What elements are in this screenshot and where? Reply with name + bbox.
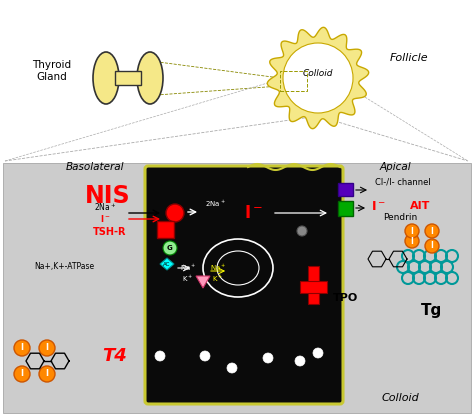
Text: I: I — [410, 237, 413, 245]
Circle shape — [313, 348, 323, 358]
Circle shape — [295, 356, 305, 366]
Circle shape — [39, 340, 55, 356]
Text: I$^-$: I$^-$ — [100, 213, 110, 225]
Text: AC: AC — [164, 262, 171, 267]
Bar — [0, 0, 474, 161]
Text: Tg: Tg — [421, 304, 443, 319]
Circle shape — [166, 204, 184, 222]
Text: T4: T4 — [103, 347, 128, 365]
Text: Thyroid
Gland: Thyroid Gland — [32, 60, 72, 82]
Text: TSH-R: TSH-R — [93, 227, 127, 237]
FancyBboxPatch shape — [145, 166, 343, 404]
Text: I$^-$: I$^-$ — [371, 200, 385, 213]
Text: I: I — [20, 344, 24, 352]
Text: Cl-/I- channel: Cl-/I- channel — [375, 178, 431, 186]
Text: TPO: TPO — [333, 293, 358, 303]
Polygon shape — [160, 258, 174, 270]
Circle shape — [14, 340, 30, 356]
Text: 2Na$^+$: 2Na$^+$ — [205, 199, 225, 209]
Text: I: I — [410, 226, 413, 235]
Circle shape — [14, 366, 30, 382]
Bar — [308, 266, 319, 304]
Circle shape — [155, 351, 165, 361]
Bar — [115, 71, 141, 85]
Polygon shape — [196, 276, 210, 288]
Bar — [338, 183, 353, 196]
Circle shape — [425, 224, 439, 238]
Bar — [157, 221, 174, 238]
Bar — [3, 163, 471, 413]
Polygon shape — [267, 27, 369, 129]
Bar — [338, 201, 353, 216]
Circle shape — [283, 43, 353, 113]
Circle shape — [227, 363, 237, 373]
Text: I: I — [20, 369, 24, 379]
Text: I: I — [430, 242, 433, 250]
Text: I: I — [46, 344, 48, 352]
Circle shape — [405, 234, 419, 248]
Ellipse shape — [93, 52, 119, 104]
Text: Follicle: Follicle — [390, 53, 428, 63]
Text: I: I — [430, 226, 433, 235]
Text: Na+,K+-ATPase: Na+,K+-ATPase — [34, 262, 94, 270]
Circle shape — [39, 366, 55, 382]
Text: K$^+$: K$^+$ — [212, 274, 224, 284]
Text: 2Na$^+$: 2Na$^+$ — [94, 201, 116, 213]
Bar — [300, 281, 327, 293]
Circle shape — [425, 239, 439, 253]
Text: Basolateral: Basolateral — [66, 162, 124, 172]
Circle shape — [163, 241, 177, 255]
Text: Apical: Apical — [379, 162, 411, 172]
Circle shape — [200, 351, 210, 361]
Text: Colloid: Colloid — [381, 393, 419, 403]
Text: NIS: NIS — [85, 184, 131, 208]
Text: AIT: AIT — [410, 201, 430, 211]
Text: K$^+$: K$^+$ — [182, 274, 194, 284]
Circle shape — [263, 353, 273, 363]
Text: I$^-$: I$^-$ — [245, 204, 264, 222]
Text: G: G — [167, 245, 173, 251]
Ellipse shape — [137, 52, 163, 104]
Text: Colloid: Colloid — [303, 69, 333, 79]
Circle shape — [405, 224, 419, 238]
Text: I: I — [46, 369, 48, 379]
Text: Na$^+$: Na$^+$ — [210, 263, 226, 273]
Bar — [280, 71, 307, 91]
Circle shape — [297, 226, 307, 236]
Text: Pendrin: Pendrin — [383, 213, 417, 223]
Text: Na$^+$: Na$^+$ — [180, 263, 196, 273]
